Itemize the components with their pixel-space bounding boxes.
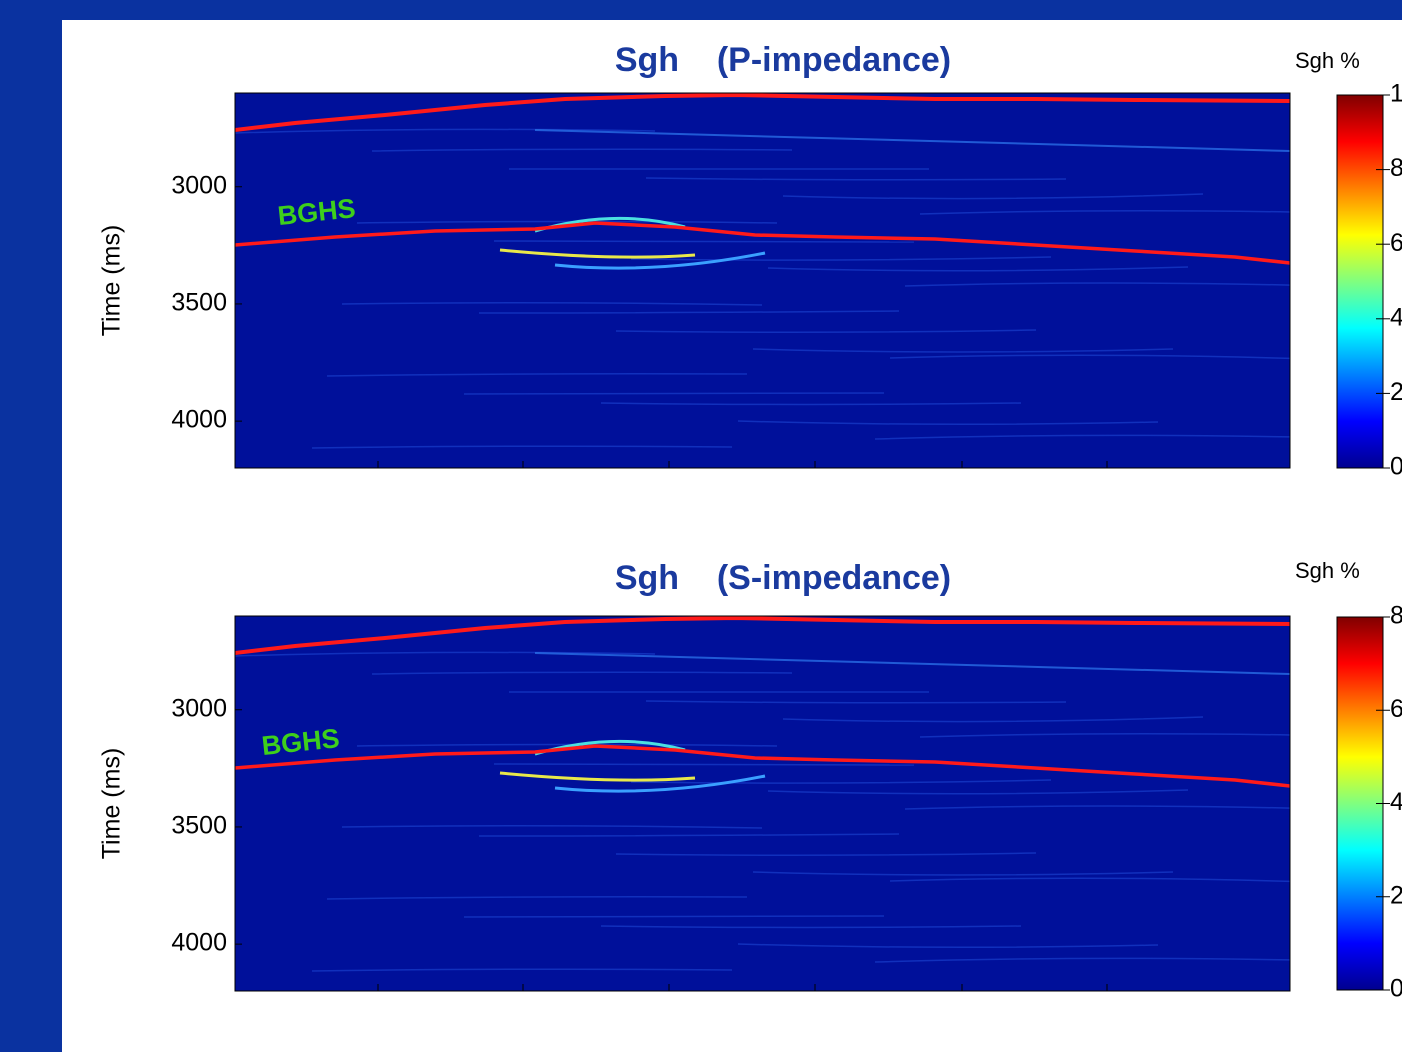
y-axis-label: Time (ms)	[98, 748, 126, 860]
reflector-streak	[904, 282, 1290, 287]
colorbar-tick-label: 60	[1390, 695, 1402, 723]
reflector-streak	[782, 193, 1204, 200]
anomaly-middle	[499, 248, 696, 259]
reflector-streak	[478, 310, 900, 314]
chart-title: Sgh (S-impedance)	[615, 559, 951, 597]
reflector-streak	[600, 925, 1022, 929]
colorbar-tick-label: 20	[1390, 378, 1402, 406]
section-features	[235, 616, 1290, 972]
reflector-streak	[615, 329, 1037, 334]
reflector-streak	[600, 402, 1022, 406]
reflector-streak	[919, 732, 1290, 738]
plot-frame	[234, 92, 1291, 469]
colorbar-tick-label: 0	[1390, 975, 1402, 1003]
y-tick-label: 3000	[171, 171, 227, 199]
reflector-streak	[341, 301, 763, 306]
reflector-streak	[737, 943, 1159, 949]
reflector-streak	[326, 896, 748, 900]
reflector-streak	[371, 148, 793, 152]
colorbar-label: Sgh %	[1295, 558, 1360, 583]
seismic-section	[235, 616, 1290, 991]
section-features	[235, 93, 1290, 449]
y-tick-label: 3500	[171, 289, 227, 317]
y-tick-label: 4000	[171, 406, 227, 434]
reflector-streak	[371, 671, 793, 675]
seismic-section	[235, 93, 1290, 468]
reflector-streak	[767, 266, 1189, 272]
reflector-streak	[356, 743, 778, 747]
reflector-streak	[630, 779, 1052, 784]
colorbar-tick-label: 80	[1390, 154, 1402, 182]
reflector-streak	[463, 392, 885, 395]
horizon-seafloor	[235, 93, 1290, 132]
reflector-streak	[767, 789, 1189, 795]
reflector-streak	[311, 968, 733, 972]
reflector-streak	[311, 445, 733, 449]
colorbar-tick-label: 60	[1390, 229, 1402, 257]
reflector-streak	[326, 373, 748, 377]
y-tick-label: 3500	[171, 812, 227, 840]
reflector-streak	[615, 852, 1037, 857]
reflector-streak	[919, 209, 1290, 215]
anomaly-lower	[554, 251, 766, 270]
anomaly-lower	[554, 774, 766, 793]
reflector-streak	[235, 651, 656, 657]
reflector-streak	[463, 915, 885, 918]
colorbar-tick-label: 40	[1390, 303, 1402, 331]
reflector-streak	[356, 220, 778, 224]
y-axis-label: Time (ms)	[98, 225, 126, 337]
horizon-seafloor	[235, 616, 1290, 655]
reflector-streak	[493, 240, 915, 243]
reflector-streak	[630, 256, 1052, 261]
reflector-streak	[874, 957, 1290, 963]
colorbar	[1336, 616, 1384, 991]
event-streak	[534, 652, 1290, 675]
colorbar-tick-label: 0	[1390, 453, 1402, 481]
reflector-streak	[737, 420, 1159, 426]
reflector-streak	[752, 871, 1174, 876]
reflector-streak	[478, 833, 900, 837]
colorbar-tick-label: 20	[1390, 881, 1402, 909]
reflector-streak	[752, 348, 1174, 353]
colorbar-tick-label: 100	[1390, 80, 1402, 108]
colorbar	[1336, 94, 1384, 469]
colorbar-tick-label: 40	[1390, 788, 1402, 816]
reflector-streak	[645, 700, 1067, 704]
reflector-streak	[341, 824, 763, 829]
horizon-bghs	[235, 221, 1290, 265]
reflector-streak	[889, 877, 1290, 883]
colorbar-label: Sgh %	[1295, 48, 1360, 73]
reflector-streak	[493, 763, 915, 766]
reflector-streak	[645, 177, 1067, 181]
chart-title: Sgh (P-impedance)	[615, 41, 951, 79]
y-tick-label: 3000	[171, 694, 227, 722]
plot-frame	[234, 615, 1291, 992]
colorbar-tick-label: 80	[1390, 602, 1402, 630]
reflector-streak	[889, 354, 1290, 360]
reflector-streak	[904, 805, 1290, 810]
event-streak	[534, 129, 1290, 152]
horizon-bghs	[235, 744, 1290, 788]
reflector-streak	[235, 128, 656, 134]
anomaly-middle	[499, 771, 696, 782]
reflector-streak	[782, 716, 1204, 723]
reflector-streak	[874, 434, 1290, 440]
y-tick-label: 4000	[171, 929, 227, 957]
